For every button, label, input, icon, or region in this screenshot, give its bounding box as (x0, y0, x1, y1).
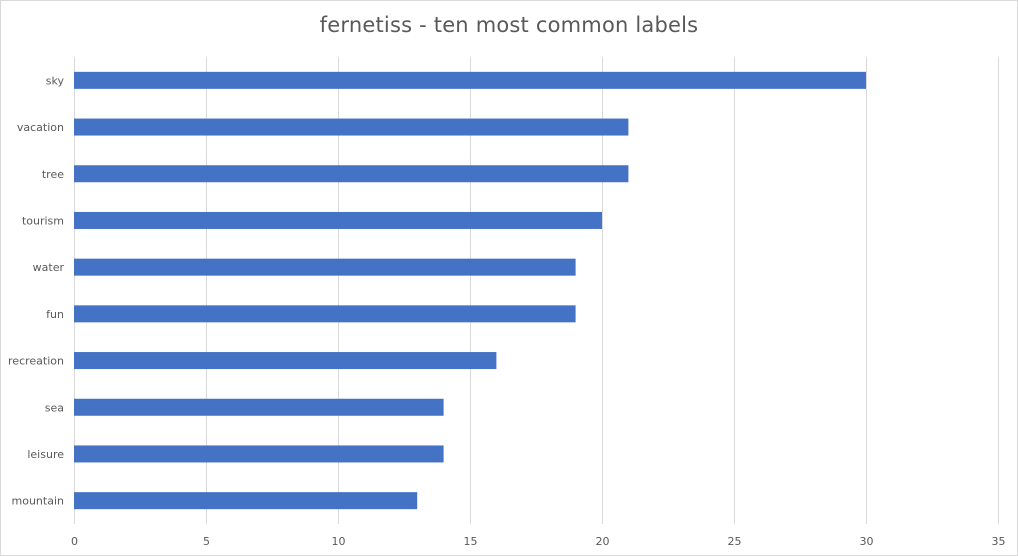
bar (74, 258, 576, 276)
category-label: fun (46, 308, 64, 321)
category-label: water (33, 261, 65, 274)
bar (74, 71, 866, 89)
category-label: tourism (22, 214, 64, 227)
bar (74, 445, 444, 463)
x-tick-label: 20 (596, 535, 610, 548)
x-tick-label: 10 (332, 535, 346, 548)
category-label: mountain (12, 495, 64, 508)
bar (74, 352, 497, 370)
category-label: recreation (8, 355, 64, 368)
category-label: sky (46, 74, 65, 87)
x-tick-label: 15 (464, 535, 478, 548)
bars (74, 71, 866, 510)
category-labels: sky vacation tree tourism water fun recreation… (8, 74, 64, 507)
x-tick-label: 0 (71, 535, 78, 548)
bar (74, 305, 576, 323)
bar (74, 398, 444, 416)
chart-title: fernetiss - ten most common labels (319, 13, 699, 37)
category-label: tree (42, 168, 64, 181)
category-label: leisure (27, 448, 64, 461)
bar (74, 165, 629, 183)
category-label: sea (45, 401, 64, 414)
bar (74, 118, 629, 136)
x-tick-label: 35 (992, 535, 1006, 548)
value-axis-ticks: 0 5 10 15 20 25 30 35 (71, 535, 1006, 548)
bar (74, 492, 418, 510)
x-tick-label: 5 (203, 535, 210, 548)
x-tick-label: 30 (860, 535, 874, 548)
x-tick-label: 25 (728, 535, 742, 548)
bar (74, 211, 602, 229)
category-label: vacation (17, 121, 64, 134)
